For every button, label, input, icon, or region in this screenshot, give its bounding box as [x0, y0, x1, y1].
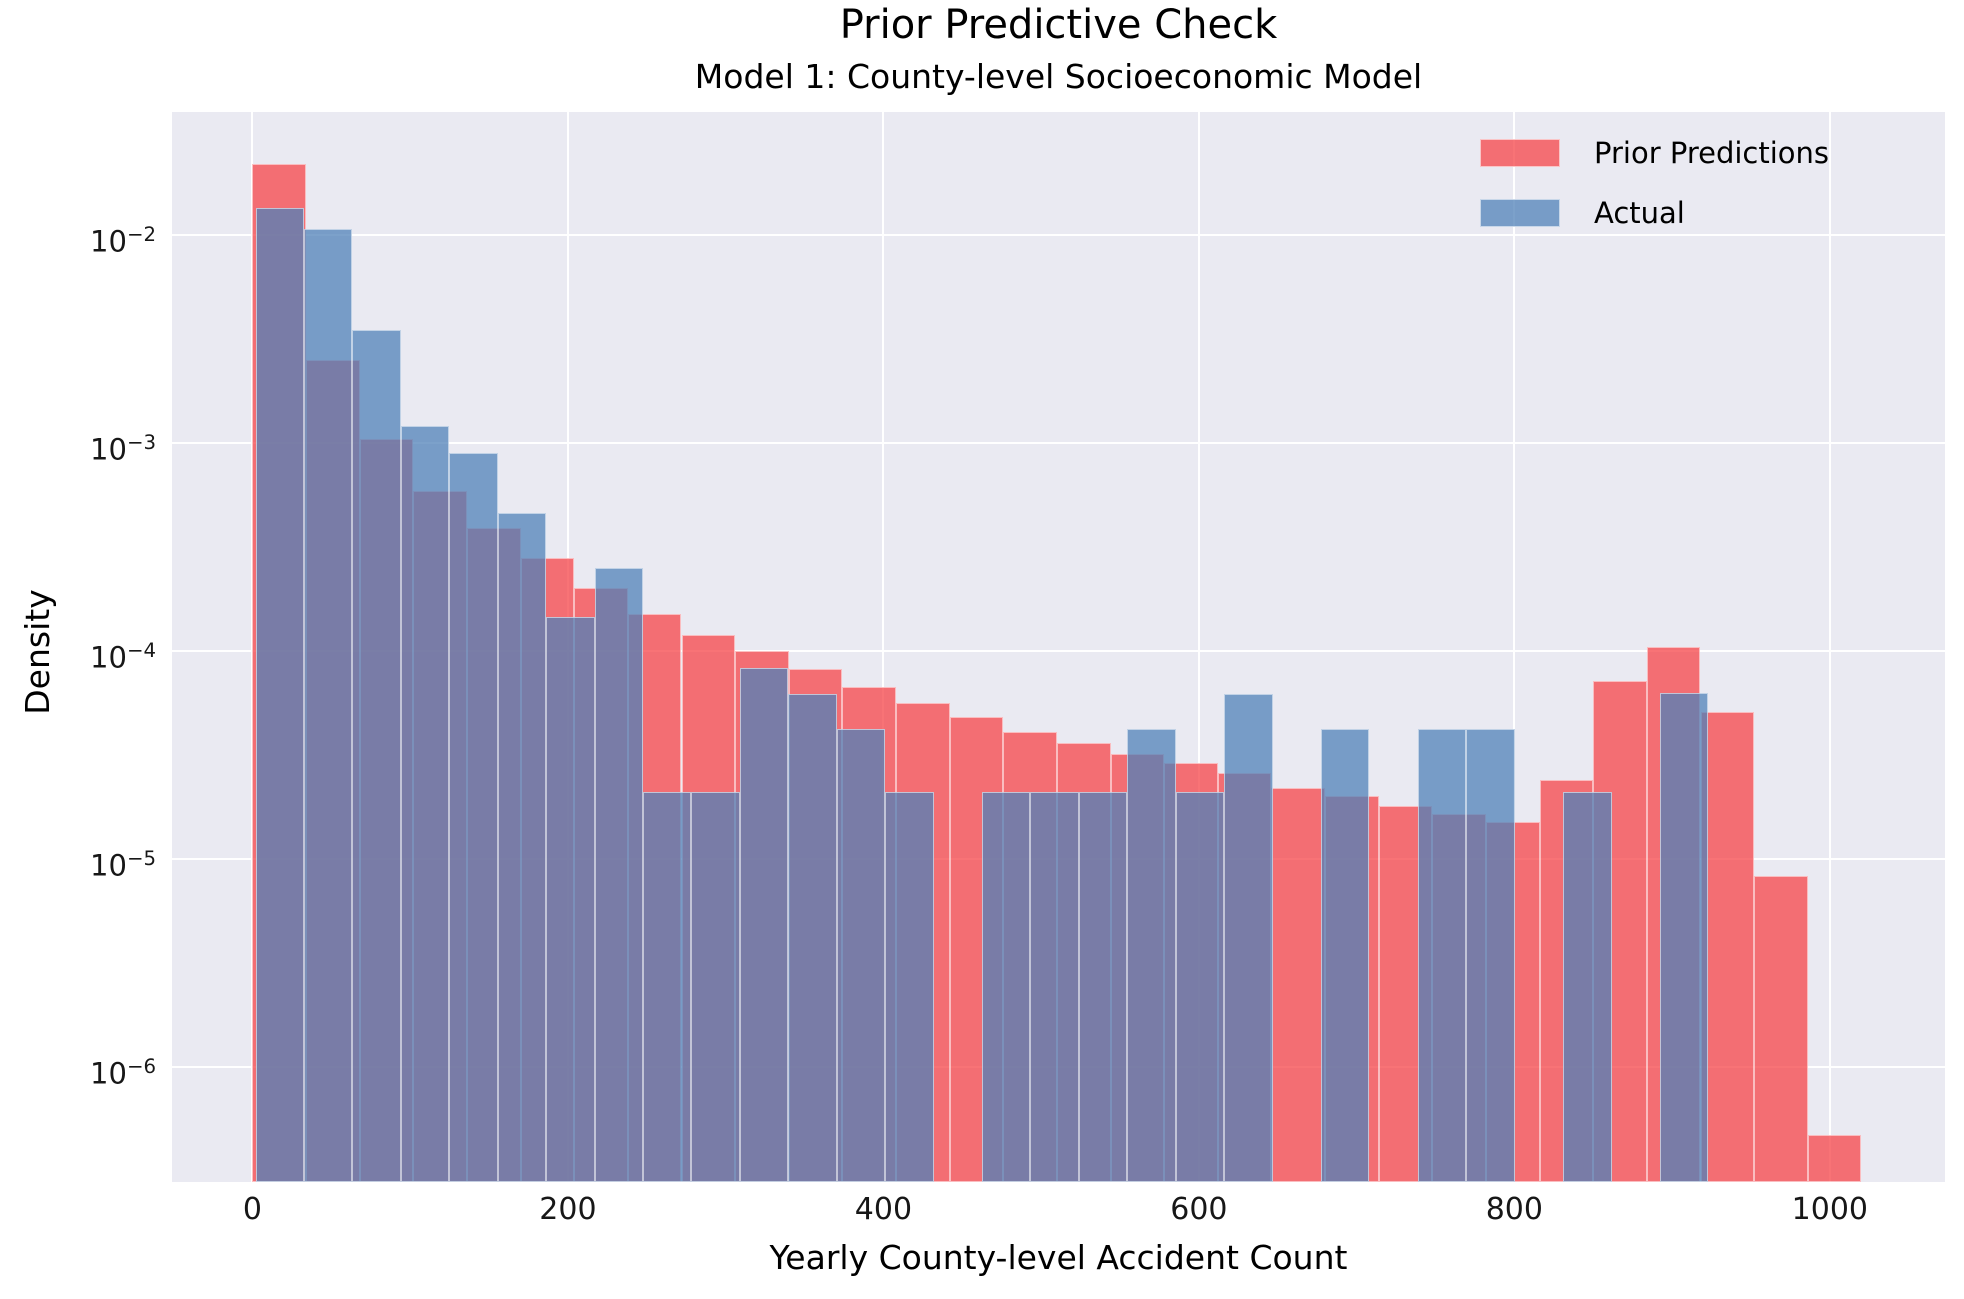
gridline-y-1e−4: [172, 649, 1945, 652]
actual-bar-11: [788, 694, 837, 1182]
x-tick-label-800: 800: [1485, 1192, 1543, 1227]
x-tick-label-0: 0: [242, 1192, 262, 1227]
legend-item-actual: Actual: [1480, 196, 1829, 230]
actual-bar-8: [643, 791, 692, 1182]
prior-bar-19: [1271, 787, 1326, 1182]
actual-bar-15: [981, 791, 1031, 1182]
legend: Prior Predictions Actual: [1480, 136, 1829, 256]
legend-swatch-prior: [1480, 139, 1560, 167]
actual-bar-9: [691, 791, 740, 1182]
actual-bar-2: [352, 329, 401, 1182]
gridline-x-800: [1513, 112, 1516, 1182]
legend-label-actual: Actual: [1594, 196, 1685, 230]
x-tick-label-600: 600: [1170, 1192, 1228, 1227]
x-axis-label: Yearly County-level Accident Count: [769, 1238, 1348, 1277]
actual-bar-29: [1659, 692, 1709, 1182]
y-axis-label: Density: [18, 589, 57, 715]
y-tick-label-10−5: 10−5: [90, 846, 156, 883]
x-tick-label-1000: 1000: [1791, 1192, 1869, 1227]
actual-bar-20: [1224, 694, 1273, 1182]
actual-bar-6: [546, 617, 595, 1182]
actual-bar-24: [1417, 729, 1467, 1182]
actual-bar-13: [885, 791, 934, 1182]
actual-bar-25: [1466, 729, 1515, 1182]
page-title: Prior Predictive Check: [839, 2, 1278, 48]
actual-bar-7: [594, 568, 643, 1182]
actual-bar-4: [449, 453, 498, 1182]
gridline-x-1000: [1828, 112, 1831, 1182]
actual-bar-17: [1078, 791, 1128, 1182]
actual-bar-10: [739, 667, 789, 1182]
gridline-x-400: [882, 112, 885, 1182]
page-subtitle: Model 1: County-level Socioeconomic Mode…: [694, 57, 1423, 96]
x-tick-label-400: 400: [854, 1192, 913, 1227]
actual-bar-1: [304, 228, 353, 1182]
actual-bar-16: [1030, 791, 1079, 1182]
plot-area: [172, 112, 1945, 1182]
gridline-x-600: [1197, 112, 1200, 1182]
x-tick-label-200: 200: [539, 1192, 597, 1227]
actual-bar-0: [255, 207, 305, 1182]
legend-item-prior: Prior Predictions: [1480, 136, 1829, 170]
actual-bar-19: [1175, 791, 1225, 1182]
actual-bar-5: [497, 513, 547, 1182]
actual-bar-12: [836, 729, 886, 1182]
actual-bar-22: [1320, 729, 1370, 1182]
y-tick-label-10−3: 10−3: [90, 430, 156, 467]
actual-bar-18: [1127, 729, 1176, 1182]
legend-label-prior: Prior Predictions: [1594, 136, 1830, 170]
prior-bar-27: [1700, 711, 1755, 1182]
gridline-y-1e−3: [172, 441, 1945, 444]
prior-bar-29: [1807, 1135, 1862, 1182]
prior-bar-28: [1754, 875, 1808, 1182]
actual-bar-27: [1563, 791, 1612, 1182]
gridline-y-1e−2: [172, 233, 1945, 236]
actual-bar-3: [400, 426, 450, 1182]
y-tick-label-10−4: 10−4: [90, 638, 156, 675]
y-tick-label-10−6: 10−6: [90, 1055, 156, 1091]
y-tick-label-10−2: 10−2: [90, 222, 156, 259]
legend-swatch-actual: [1480, 199, 1560, 227]
